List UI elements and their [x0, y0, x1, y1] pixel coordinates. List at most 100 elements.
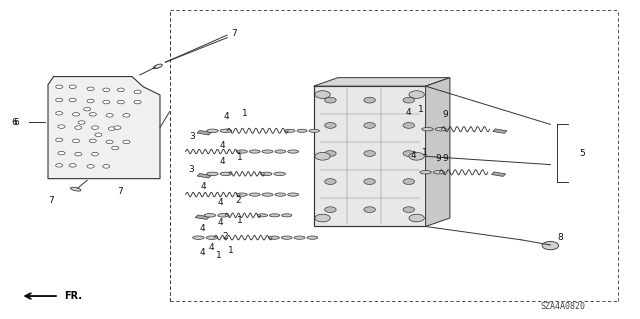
Polygon shape — [197, 130, 211, 135]
Ellipse shape — [288, 193, 298, 196]
Circle shape — [84, 108, 91, 111]
Text: 7: 7 — [118, 187, 123, 196]
Text: 4: 4 — [406, 108, 411, 117]
Text: 4: 4 — [201, 182, 206, 191]
Circle shape — [364, 151, 375, 156]
Text: 1: 1 — [237, 216, 243, 225]
Circle shape — [315, 91, 330, 98]
Circle shape — [364, 97, 375, 103]
Text: 7: 7 — [231, 29, 236, 38]
Circle shape — [87, 87, 94, 91]
Ellipse shape — [193, 236, 204, 239]
Circle shape — [56, 85, 63, 89]
Circle shape — [102, 165, 110, 168]
Circle shape — [364, 122, 375, 128]
Text: 1: 1 — [422, 148, 428, 157]
Text: 7: 7 — [49, 197, 54, 205]
Circle shape — [106, 140, 113, 144]
Text: 4: 4 — [200, 224, 205, 233]
Ellipse shape — [237, 193, 248, 196]
Circle shape — [92, 126, 99, 130]
Ellipse shape — [153, 64, 163, 69]
Ellipse shape — [288, 150, 298, 153]
Circle shape — [123, 114, 130, 117]
Circle shape — [403, 207, 415, 212]
Ellipse shape — [269, 236, 280, 239]
Text: 9: 9 — [442, 154, 447, 163]
Ellipse shape — [285, 129, 295, 132]
Text: 9: 9 — [442, 110, 447, 119]
Circle shape — [102, 88, 110, 92]
Text: 3: 3 — [189, 132, 195, 141]
Circle shape — [364, 179, 375, 184]
Text: 8: 8 — [557, 233, 563, 242]
Text: SZA4A0820: SZA4A0820 — [541, 302, 586, 311]
Ellipse shape — [433, 171, 445, 174]
Text: 4: 4 — [218, 219, 223, 227]
Circle shape — [114, 126, 121, 130]
Ellipse shape — [274, 172, 285, 175]
Polygon shape — [426, 78, 450, 226]
Circle shape — [324, 179, 336, 184]
Circle shape — [315, 214, 330, 222]
Ellipse shape — [282, 236, 292, 239]
Text: 3: 3 — [188, 165, 193, 174]
Ellipse shape — [260, 172, 272, 175]
Text: FR.: FR. — [64, 291, 82, 301]
Text: 4: 4 — [200, 249, 205, 257]
Text: 2: 2 — [236, 196, 241, 204]
Circle shape — [111, 146, 119, 150]
Ellipse shape — [294, 236, 305, 239]
Text: 6: 6 — [13, 118, 19, 127]
Circle shape — [69, 164, 76, 167]
Text: 4: 4 — [209, 243, 214, 252]
Circle shape — [403, 179, 415, 184]
Circle shape — [106, 114, 113, 117]
Text: 1: 1 — [419, 105, 424, 114]
Circle shape — [56, 112, 63, 115]
Circle shape — [117, 88, 124, 92]
Text: 4: 4 — [411, 151, 416, 160]
Circle shape — [403, 122, 415, 128]
Circle shape — [134, 90, 141, 94]
Text: 4: 4 — [223, 112, 228, 121]
Text: 9: 9 — [436, 154, 441, 163]
Circle shape — [403, 97, 415, 103]
Ellipse shape — [269, 214, 280, 217]
Ellipse shape — [307, 236, 317, 239]
Text: 2: 2 — [223, 232, 228, 241]
Ellipse shape — [297, 129, 307, 132]
Circle shape — [324, 97, 336, 103]
Ellipse shape — [207, 129, 218, 132]
Ellipse shape — [420, 171, 431, 174]
Circle shape — [75, 126, 82, 130]
Ellipse shape — [220, 129, 232, 132]
Circle shape — [56, 164, 63, 167]
Ellipse shape — [250, 193, 260, 196]
Circle shape — [315, 152, 330, 160]
Polygon shape — [48, 77, 160, 179]
Circle shape — [58, 125, 65, 128]
Ellipse shape — [275, 193, 285, 196]
Circle shape — [75, 152, 82, 156]
Circle shape — [409, 214, 424, 222]
Circle shape — [409, 152, 424, 160]
Circle shape — [324, 151, 336, 156]
Polygon shape — [197, 174, 211, 178]
Circle shape — [90, 113, 96, 116]
Text: 1: 1 — [243, 109, 248, 118]
Circle shape — [69, 85, 76, 89]
Circle shape — [403, 151, 415, 156]
Circle shape — [409, 91, 424, 98]
Circle shape — [95, 133, 102, 137]
Circle shape — [364, 207, 375, 212]
Ellipse shape — [220, 172, 232, 175]
Polygon shape — [314, 86, 426, 226]
Ellipse shape — [70, 187, 81, 191]
Circle shape — [87, 99, 94, 103]
Circle shape — [117, 100, 124, 104]
Ellipse shape — [250, 150, 260, 153]
Ellipse shape — [309, 129, 319, 132]
Ellipse shape — [435, 128, 447, 131]
Ellipse shape — [207, 172, 218, 175]
